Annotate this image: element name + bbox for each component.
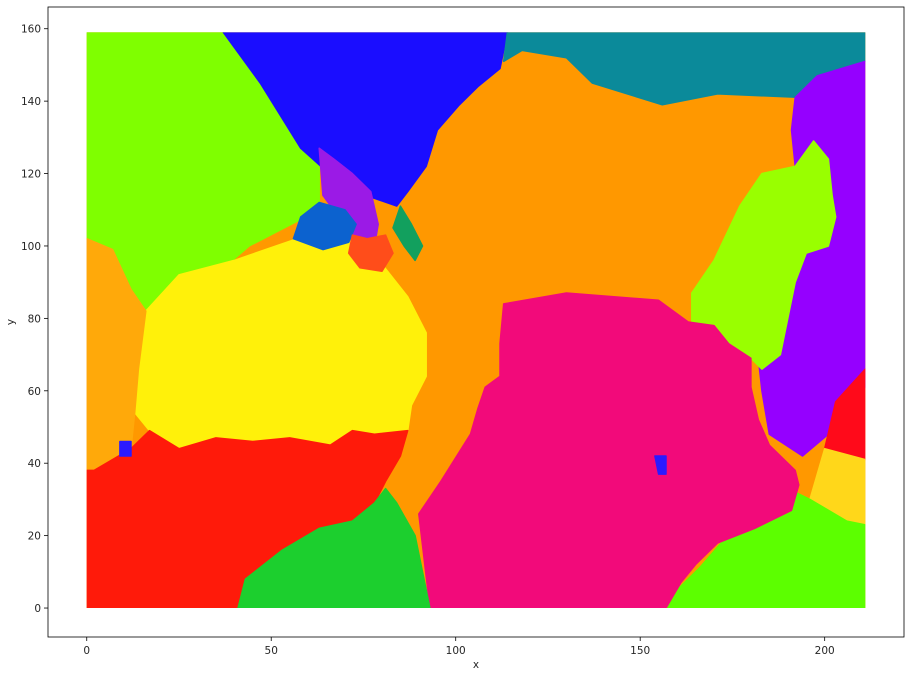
grain-region-17: [392, 205, 424, 262]
y-tick-label: 160: [21, 24, 41, 36]
grain-region-2: [222, 32, 509, 207]
axes-frame: [47, 6, 905, 638]
x-tick-label: 100: [446, 645, 466, 657]
grain-region-6: [823, 368, 866, 461]
grain-regions: [86, 32, 866, 609]
grain-region-19: [119, 440, 132, 457]
grain-region-15: [292, 201, 357, 251]
x-tick-label: 50: [265, 645, 278, 657]
y-tick-label: 120: [21, 169, 41, 181]
y-axis: 0 20 40 60 80 100 120 140 160: [21, 24, 48, 615]
y-tick-label: 80: [28, 313, 41, 325]
x-axis: 0 50 100 150 200: [83, 637, 835, 657]
grain-region-18: [654, 455, 667, 475]
y-tick-label: 140: [21, 96, 41, 108]
x-axis-label: x: [473, 659, 479, 671]
grain-region-3: [502, 32, 866, 106]
grain-region-13: [237, 487, 431, 609]
y-tick-label: 20: [28, 531, 41, 543]
y-tick-label: 60: [28, 386, 41, 398]
grain-region-5: [691, 140, 837, 370]
x-tick-label: 0: [83, 645, 90, 657]
grain-region-16: [347, 234, 394, 273]
plot-area: [86, 32, 866, 609]
y-axis-label: y: [5, 319, 17, 325]
x-tick-label: 200: [815, 645, 835, 657]
y-tick-label: 100: [21, 241, 41, 253]
y-tick-label: 0: [34, 603, 41, 615]
x-tick-label: 150: [630, 645, 650, 657]
y-tick-label: 40: [28, 458, 41, 470]
grain-region-9: [418, 292, 800, 609]
